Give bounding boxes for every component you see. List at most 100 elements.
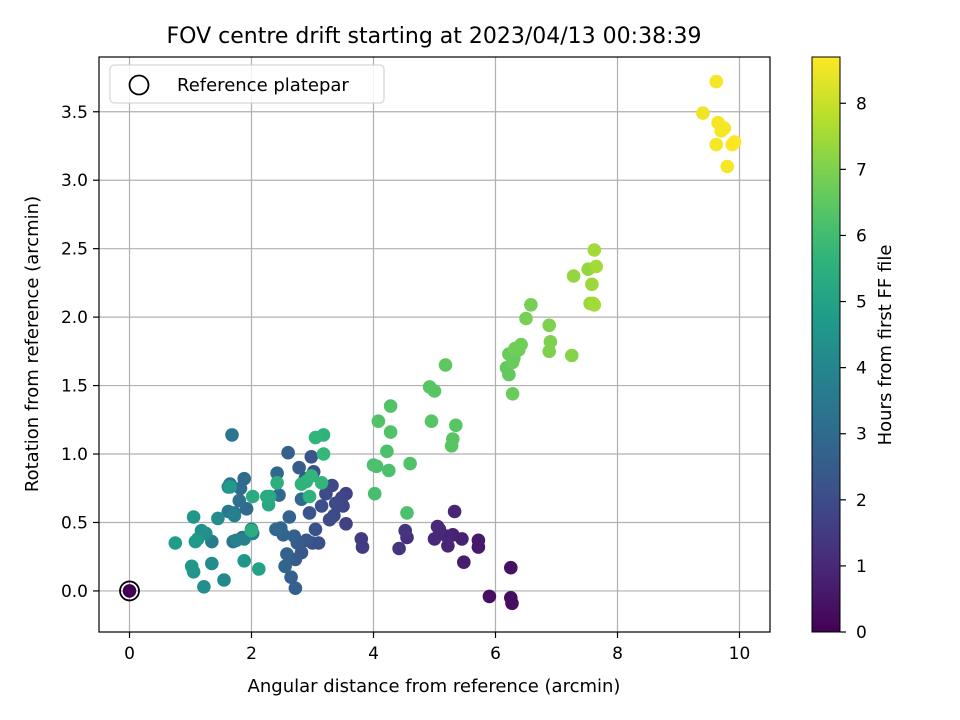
data-point xyxy=(288,581,303,595)
colorbar-frame xyxy=(811,56,841,633)
y-tick-label: 1.5 xyxy=(61,377,88,397)
data-point xyxy=(229,533,244,548)
data-point xyxy=(585,277,599,292)
colorbar-tick-label: 1 xyxy=(856,557,867,577)
data-point xyxy=(322,512,337,527)
plot-frame xyxy=(98,56,771,633)
reference-marker xyxy=(119,580,140,602)
x-tick-label: 4 xyxy=(368,644,379,664)
colorbar-tick-label: 3 xyxy=(856,425,867,445)
data-point xyxy=(696,106,710,120)
x-axis-label: Angular distance from reference (arcmin) xyxy=(248,676,621,697)
data-point xyxy=(308,430,323,445)
data-point xyxy=(430,519,445,534)
legend-reference-marker xyxy=(128,74,150,96)
data-point xyxy=(438,358,453,372)
y-axis-ticks: 0.0 0.5 1.0 1.5 2.0 2.5 3.0 3.5 xyxy=(61,103,99,602)
y-tick-label: 3.5 xyxy=(61,103,88,123)
y-tick-label: 1.0 xyxy=(61,445,88,465)
data-point xyxy=(328,496,343,511)
data-point xyxy=(225,428,239,442)
colorbar-tick-label: 4 xyxy=(856,359,867,379)
data-point xyxy=(504,560,518,575)
colorbar-tick-label: 5 xyxy=(856,293,867,313)
data-point xyxy=(514,337,528,352)
chart-title: FOV centre drift starting at 2023/04/13 … xyxy=(167,24,702,49)
data-point xyxy=(427,532,442,546)
data-point xyxy=(292,460,306,475)
data-point xyxy=(308,522,323,537)
data-point xyxy=(278,559,292,574)
data-point xyxy=(505,387,520,401)
data-point xyxy=(400,506,414,520)
data-point xyxy=(427,384,442,398)
data-point xyxy=(269,522,283,537)
data-point xyxy=(184,559,199,574)
data-point xyxy=(565,348,579,363)
data-point xyxy=(280,547,294,561)
data-point xyxy=(543,335,558,349)
data-point xyxy=(233,481,248,496)
legend: Reference platepar xyxy=(109,64,385,104)
data-point xyxy=(186,510,201,524)
legend-entry-reference: Reference platepar xyxy=(177,75,349,96)
data-point xyxy=(314,499,329,513)
data-point xyxy=(284,570,298,584)
data-point xyxy=(383,425,398,439)
data-point xyxy=(449,418,463,433)
data-point xyxy=(471,540,486,554)
data-point xyxy=(302,489,317,504)
x-axis-ticks: 0 2 4 6 8 10 xyxy=(124,632,750,664)
data-point xyxy=(566,269,581,283)
reference-ring xyxy=(119,580,140,602)
data-point xyxy=(709,74,724,89)
data-point xyxy=(339,517,353,531)
data-points xyxy=(168,74,742,611)
y-tick-label: 0.0 xyxy=(61,582,88,602)
data-point xyxy=(281,445,295,460)
colorbar xyxy=(812,57,840,632)
data-point xyxy=(282,510,297,524)
data-point xyxy=(382,463,396,478)
data-point xyxy=(587,243,602,257)
data-point xyxy=(260,489,274,504)
data-point xyxy=(482,589,497,604)
data-point xyxy=(223,480,237,494)
colorbar-tick-label: 0 xyxy=(856,623,867,643)
data-point xyxy=(287,529,302,543)
y-tick-label: 2.0 xyxy=(61,308,88,328)
data-point xyxy=(447,504,462,519)
data-point xyxy=(319,486,333,501)
y-tick-label: 3.0 xyxy=(61,171,88,191)
x-tick-label: 10 xyxy=(729,644,751,664)
legend-box xyxy=(109,64,385,104)
data-point xyxy=(392,541,406,556)
data-point xyxy=(717,121,732,135)
data-point xyxy=(211,511,225,526)
data-point xyxy=(519,311,533,326)
data-point xyxy=(217,573,231,587)
data-point xyxy=(524,298,538,312)
data-point xyxy=(354,532,369,546)
data-point xyxy=(369,459,384,474)
data-point xyxy=(251,562,266,576)
data-point xyxy=(403,456,417,471)
data-point xyxy=(245,489,260,504)
data-point xyxy=(727,135,742,149)
data-point xyxy=(205,556,219,571)
data-point xyxy=(232,493,247,508)
colorbar-tick-label: 7 xyxy=(856,160,867,180)
data-point xyxy=(237,554,251,568)
data-point xyxy=(270,466,284,481)
data-point xyxy=(316,447,331,461)
y-tick-label: 2.5 xyxy=(61,240,88,260)
data-point xyxy=(304,450,319,464)
data-point xyxy=(424,414,439,429)
data-point xyxy=(457,555,471,569)
data-point xyxy=(589,259,603,274)
data-point xyxy=(188,534,203,549)
y-tick-label: 0.5 xyxy=(61,513,88,533)
data-point xyxy=(314,476,329,490)
data-point xyxy=(371,414,386,429)
